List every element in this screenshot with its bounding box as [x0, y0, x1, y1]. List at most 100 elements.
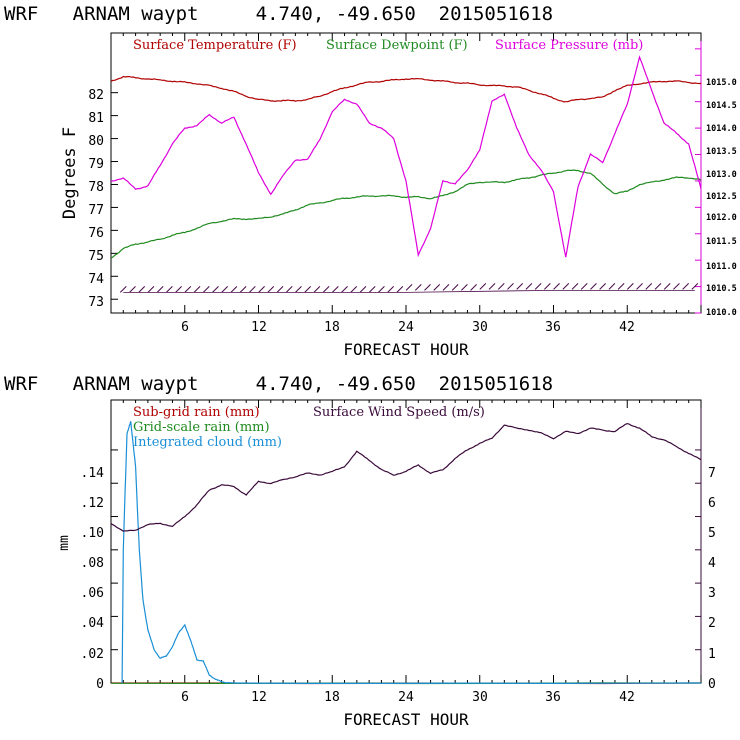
wind-barb: [636, 282, 643, 290]
legend-sub-grid-rain: Sub-grid rain (mm): [133, 405, 260, 420]
wind-barb: [497, 282, 505, 290]
wind-barb: [654, 282, 662, 290]
bottom-x-tick-labels: 6 12 18 24 30 36 42: [181, 690, 635, 705]
wind-barb: [221, 285, 229, 293]
bottom-y-tick-02: .02: [81, 647, 104, 662]
top-x-axis-label: FORECAST HOUR: [343, 340, 469, 359]
top-y-tick-80: 80: [88, 134, 104, 149]
wind-barb: [663, 282, 671, 290]
wind-barb: [525, 282, 533, 290]
wind-barb: [488, 282, 496, 290]
wind-barb: [433, 283, 441, 291]
wind-barb: [322, 285, 330, 293]
wind-barb: [396, 285, 404, 293]
bottom-series-group: [110, 421, 702, 685]
wind-barb: [267, 285, 275, 293]
bottom-x-ticks: [110, 400, 702, 683]
wind-barb: [470, 283, 477, 291]
wind-barb: [249, 285, 256, 293]
wind-barb: [258, 285, 265, 293]
wind-barb: [534, 282, 542, 290]
wind-barb: [645, 282, 653, 290]
bottom-legend: Sub-grid rain (mm) Grid-scale rain (mm) …: [133, 405, 485, 450]
wind-barb: [451, 283, 459, 291]
wind-barb: [387, 285, 394, 293]
legend-surface-temperature: Surface Temperature (F): [133, 38, 297, 53]
top-right-tick-1013-0: 1013.0: [706, 170, 737, 180]
bottom-y-tick-08: .08: [81, 556, 104, 571]
wind-barb: [571, 282, 579, 290]
bottom-right-y-tick-labels: 0 1 2 3 4 5 6 7: [708, 466, 716, 692]
wind-barb: [350, 285, 358, 293]
top-x-tick-6: 6: [181, 320, 189, 335]
top-y-tick-79: 79: [88, 157, 104, 172]
bottom-y-tick-14: .14: [81, 466, 105, 481]
top-y-tick-75: 75: [88, 249, 104, 264]
temperature-pressure-panel: WRF ARNAM waypt 4.740, -49.650 201505161…: [4, 3, 737, 359]
top-series-group: [110, 55, 702, 259]
top-y-axis-label: Degrees F: [60, 127, 80, 219]
bottom-x-tick-42: 42: [619, 690, 635, 705]
bottom-x-tick-6: 6: [181, 690, 189, 705]
wind-barb: [516, 282, 524, 290]
bottom-x-tick-24: 24: [398, 690, 414, 705]
wind-barb: [553, 282, 560, 290]
wind-barb: [166, 285, 173, 293]
bottom-right-tick-5: 5: [708, 526, 716, 541]
wind-barb: [341, 285, 348, 293]
top-x-tick-30: 30: [472, 320, 488, 335]
top-right-tick-1014-0: 1014.0: [706, 124, 737, 134]
wind-barb: [580, 282, 588, 290]
wind-barb: [230, 285, 238, 293]
wind-barb-baseline: [123, 289, 695, 293]
wind-barb: [442, 283, 450, 291]
top-right-tick-1011-5: 1011.5: [706, 237, 737, 247]
wind-barb: [239, 285, 247, 293]
bottom-y-tick-10: .10: [81, 526, 104, 541]
bottom-x-tick-36: 36: [545, 690, 561, 705]
series-line-surface-dewpoint-f: [110, 169, 702, 259]
bottom-x-tick-30: 30: [472, 690, 488, 705]
wind-barb: [673, 282, 680, 290]
top-right-tick-1014-5: 1014.5: [706, 101, 737, 111]
bottom-right-tick-3: 3: [708, 586, 716, 601]
top-right-tick-1010-0: 1010.0: [706, 308, 737, 318]
wind-barb: [119, 285, 127, 293]
wind-barb: [479, 282, 487, 290]
bottom-y-tick-06: .06: [81, 586, 104, 601]
rain-cloud-wind-panel: WRF ARNAM waypt 4.740, -49.650 201505161…: [4, 373, 716, 729]
bottom-right-tick-4: 4: [708, 556, 716, 571]
wind-barb: [304, 285, 312, 293]
bottom-right-tick-1: 1: [708, 647, 716, 662]
wind-barb: [184, 285, 192, 293]
wind-barb: [378, 285, 385, 293]
top-right-y-tick-labels: 1010.0 1010.5 1011.0 1011.5 1012.0 1012.…: [706, 78, 737, 318]
wind-barb: [682, 282, 689, 290]
wind-barb: [608, 282, 616, 290]
top-chart-title: WRF ARNAM waypt 4.740, -49.650 201505161…: [4, 3, 553, 25]
bottom-y-axis-label: mm: [57, 535, 72, 551]
top-left-y-tick-labels: 73 74 75 76 77 78 79 80 81 82: [88, 88, 104, 310]
top-right-tick-1015-0: 1015.0: [706, 78, 737, 88]
top-right-tick-1012-5: 1012.5: [706, 192, 737, 202]
wind-barb: [544, 282, 551, 290]
top-right-y-ticks: [695, 48, 701, 314]
wind-barb: [617, 282, 625, 290]
wind-barb: [626, 282, 634, 290]
wind-barb: [285, 285, 293, 293]
wind-barb: [331, 285, 339, 293]
top-left-y-ticks: [111, 92, 118, 300]
wind-barb: [359, 285, 367, 293]
legend-surface-wind-speed: Surface Wind Speed (m/s): [313, 405, 485, 420]
top-right-tick-1013-5: 1013.5: [706, 147, 737, 157]
wind-barb: [424, 283, 431, 291]
top-y-tick-78: 78: [88, 180, 104, 195]
legend-grid-scale-rain: Grid-scale rain (mm): [133, 420, 270, 435]
top-y-tick-81: 81: [88, 111, 104, 126]
bottom-y-tick-04: .04: [81, 616, 105, 631]
wind-barb: [147, 285, 155, 293]
bottom-y-tick-0: 0: [96, 677, 104, 692]
bottom-x-axis-label: FORECAST HOUR: [343, 710, 469, 729]
wind-barbs: [119, 282, 699, 293]
